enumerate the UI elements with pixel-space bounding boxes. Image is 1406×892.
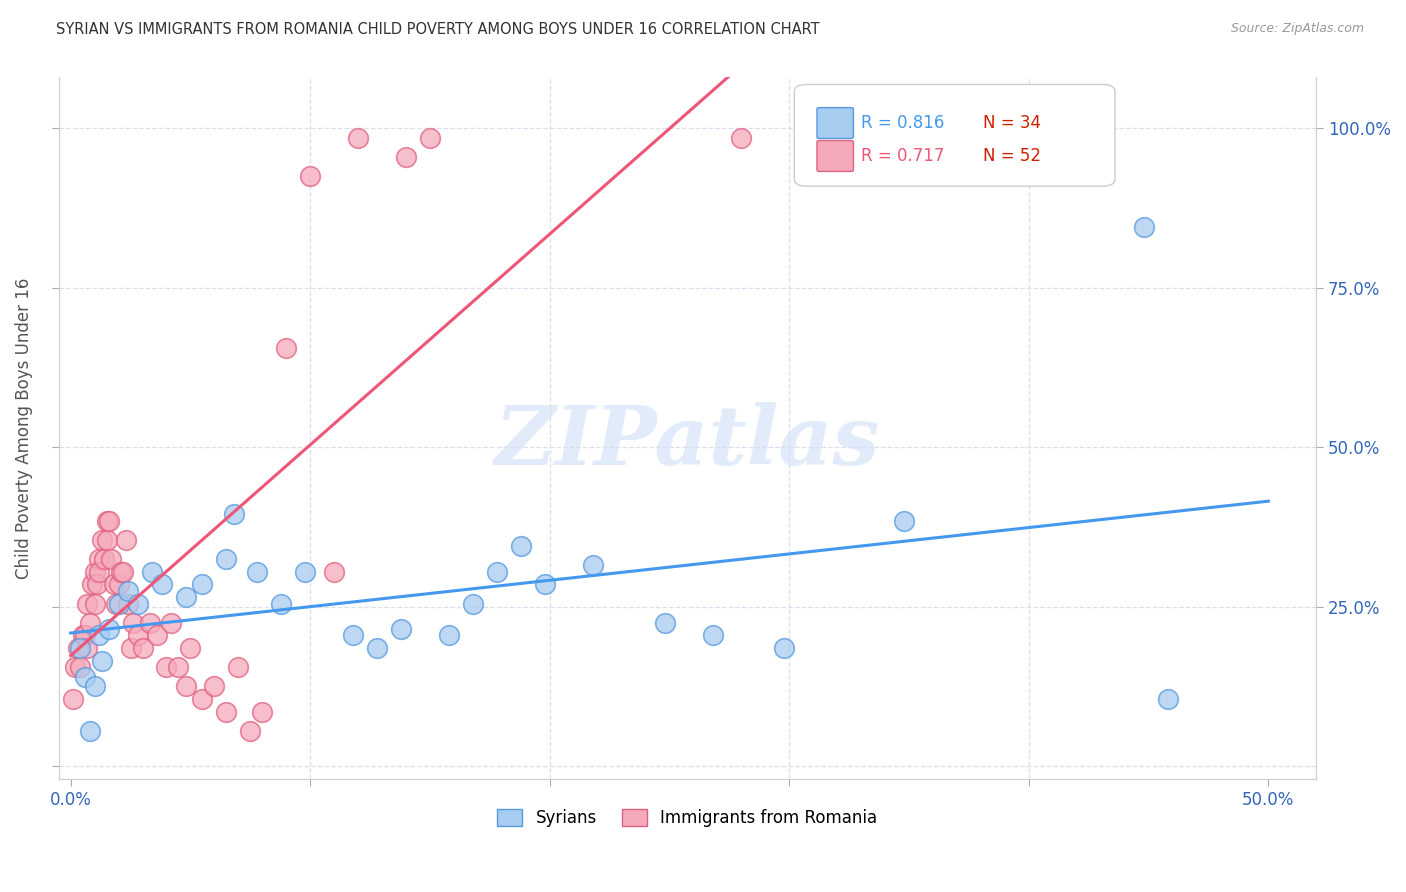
Point — [89, 565, 111, 579]
FancyBboxPatch shape — [817, 108, 853, 138]
Point — [246, 565, 269, 579]
Point — [65, 660, 87, 674]
Point — [215, 705, 238, 719]
Point — [1157, 692, 1180, 706]
Point — [510, 539, 533, 553]
Point — [122, 615, 145, 630]
Point — [773, 641, 796, 656]
Point — [228, 660, 250, 674]
Point — [69, 641, 91, 656]
Point — [89, 628, 111, 642]
Point — [117, 583, 139, 598]
Point — [79, 724, 101, 739]
Point — [83, 597, 105, 611]
Point — [323, 565, 346, 579]
Point — [76, 641, 98, 656]
Point — [73, 670, 96, 684]
Text: ZIPatlas: ZIPatlas — [495, 402, 880, 483]
Point — [146, 628, 169, 642]
Point — [191, 577, 214, 591]
Point — [72, 628, 94, 642]
Point — [366, 641, 388, 656]
Point — [62, 692, 84, 706]
Point — [730, 131, 752, 145]
Point — [90, 654, 112, 668]
Point — [160, 615, 183, 630]
Point — [437, 628, 460, 642]
Point — [76, 597, 98, 611]
Point — [107, 597, 129, 611]
Point — [582, 558, 605, 573]
Point — [299, 169, 322, 184]
Point — [486, 565, 509, 579]
Point — [98, 514, 121, 528]
Point — [105, 597, 128, 611]
Point — [252, 705, 274, 719]
Point — [1132, 220, 1154, 235]
Point — [174, 590, 197, 604]
Point — [69, 660, 91, 674]
Point — [117, 597, 139, 611]
Point — [155, 660, 177, 674]
Point — [96, 514, 118, 528]
Point — [83, 680, 105, 694]
Point — [127, 597, 149, 611]
Point — [893, 514, 915, 528]
Y-axis label: Child Poverty Among Boys Under 16: Child Poverty Among Boys Under 16 — [15, 277, 32, 579]
Point — [66, 641, 89, 656]
Point — [191, 692, 214, 706]
Point — [110, 565, 132, 579]
Text: Source: ZipAtlas.com: Source: ZipAtlas.com — [1230, 22, 1364, 36]
Point — [93, 552, 115, 566]
Point — [419, 131, 441, 145]
Point — [127, 628, 149, 642]
Point — [276, 342, 298, 356]
Point — [202, 680, 225, 694]
FancyBboxPatch shape — [794, 85, 1115, 186]
Text: R = 0.717: R = 0.717 — [860, 147, 945, 165]
Point — [389, 622, 412, 636]
Point — [131, 641, 153, 656]
Point — [98, 622, 121, 636]
Point — [114, 533, 136, 547]
Point — [347, 131, 370, 145]
FancyBboxPatch shape — [817, 141, 853, 171]
Point — [150, 577, 173, 591]
Text: SYRIAN VS IMMIGRANTS FROM ROMANIA CHILD POVERTY AMONG BOYS UNDER 16 CORRELATION : SYRIAN VS IMMIGRANTS FROM ROMANIA CHILD … — [56, 22, 820, 37]
Point — [73, 628, 96, 642]
Point — [167, 660, 190, 674]
Point — [179, 641, 201, 656]
Point — [534, 577, 557, 591]
Text: N = 34: N = 34 — [983, 114, 1040, 132]
Point — [83, 565, 105, 579]
Point — [215, 552, 238, 566]
Point — [222, 508, 245, 522]
Point — [270, 597, 292, 611]
Point — [342, 628, 364, 642]
Text: N = 52: N = 52 — [983, 147, 1040, 165]
Point — [239, 724, 262, 739]
Point — [461, 597, 484, 611]
Point — [100, 552, 122, 566]
Point — [89, 552, 111, 566]
Point — [90, 533, 112, 547]
Text: R = 0.816: R = 0.816 — [860, 114, 945, 132]
Point — [107, 577, 129, 591]
Point — [112, 565, 135, 579]
Point — [96, 533, 118, 547]
Point — [702, 628, 724, 642]
Legend: Syrians, Immigrants from Romania: Syrians, Immigrants from Romania — [491, 802, 884, 834]
Point — [82, 577, 104, 591]
Point — [86, 577, 108, 591]
Point — [395, 150, 418, 164]
Point — [141, 565, 163, 579]
Point — [120, 641, 142, 656]
Point — [174, 680, 197, 694]
Point — [654, 615, 676, 630]
Point — [79, 615, 101, 630]
Point — [138, 615, 160, 630]
Point — [294, 565, 316, 579]
Point — [103, 577, 125, 591]
